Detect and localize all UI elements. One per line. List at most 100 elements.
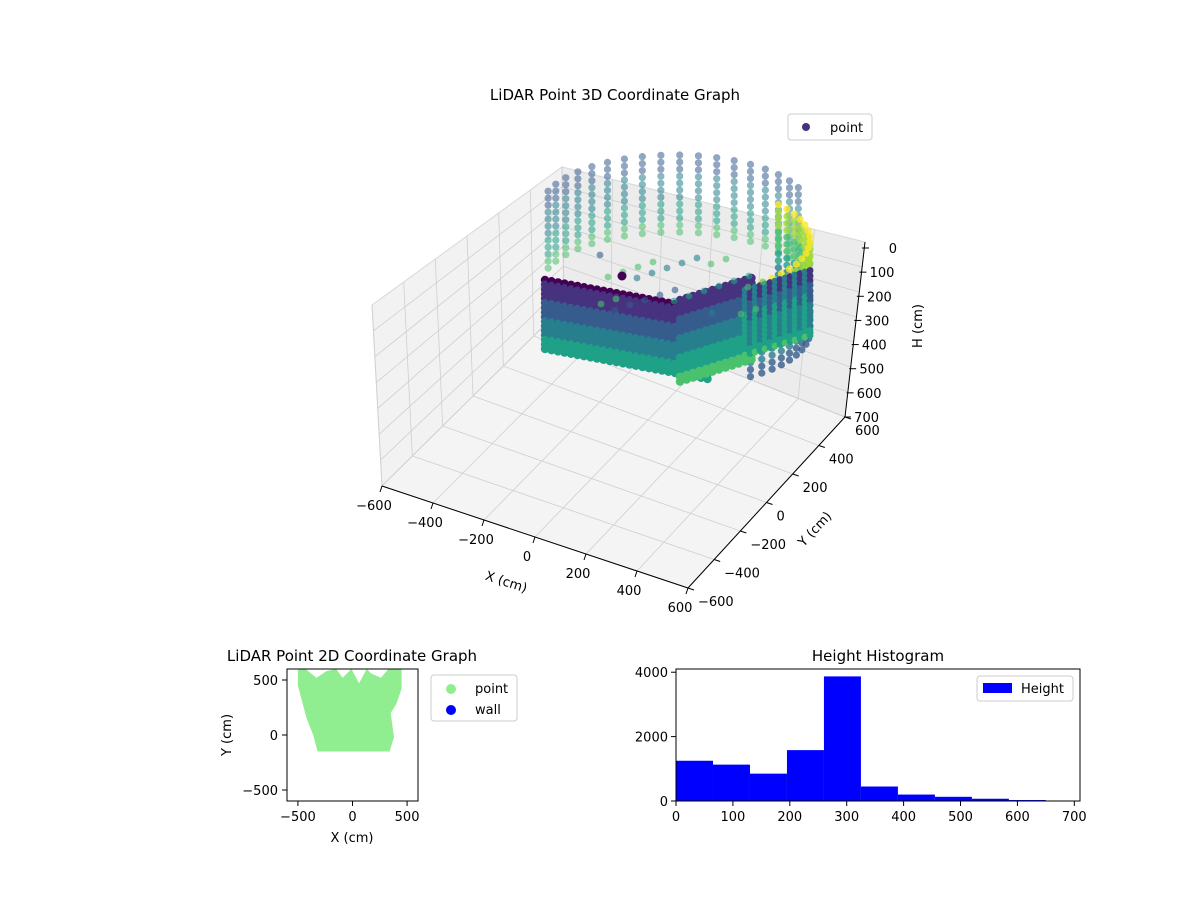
- point-marker: [562, 230, 570, 238]
- point-marker: [746, 195, 755, 204]
- point-marker: [746, 167, 755, 176]
- point-marker: [603, 200, 612, 208]
- point-marker: [783, 219, 791, 227]
- point-marker: [761, 186, 769, 194]
- point-marker: [638, 209, 646, 217]
- grid-line: [529, 189, 535, 337]
- x-tick-label: 0: [523, 550, 531, 565]
- point-marker: [761, 172, 769, 180]
- legend-2d-wall-label: wall: [475, 703, 501, 718]
- point-marker: [806, 238, 814, 246]
- point-marker: [745, 272, 753, 280]
- point-marker: [603, 179, 612, 187]
- histogram-bar: [823, 676, 861, 801]
- point-marker: [657, 200, 665, 208]
- point-marker: [562, 251, 570, 259]
- x-tick: [430, 502, 434, 510]
- point-marker: [806, 287, 814, 294]
- y-tick-label: 2000: [635, 731, 668, 746]
- point-marker: [794, 205, 802, 213]
- z-axis-label-3d: H (cm): [911, 304, 926, 348]
- point-marker: [617, 271, 627, 281]
- x-tick-label: −500: [280, 810, 316, 825]
- point-marker: [603, 228, 612, 236]
- point-marker: [676, 221, 684, 229]
- point-marker: [761, 221, 769, 229]
- point-marker: [730, 177, 738, 186]
- x-tick-label: 200: [777, 810, 802, 825]
- point-marker: [790, 238, 798, 246]
- point-marker: [713, 154, 721, 162]
- point-marker: [790, 217, 798, 225]
- point-marker: [774, 171, 783, 179]
- point-marker: [562, 237, 570, 245]
- point-marker: [574, 196, 582, 204]
- y-tick-label: −200: [750, 538, 786, 553]
- point-marker: [806, 307, 814, 314]
- point-marker: [727, 361, 737, 370]
- point-marker: [790, 231, 798, 239]
- point-marker: [759, 278, 767, 286]
- point-marker: [806, 272, 814, 279]
- histogram-frame: [675, 668, 1081, 802]
- y-tick: [740, 530, 747, 534]
- point-marker: [713, 231, 721, 239]
- point-marker: [806, 267, 814, 274]
- x-tick-label: 400: [617, 584, 642, 599]
- point-marker: [713, 196, 721, 204]
- point-marker: [746, 365, 755, 374]
- z-tick-label: 400: [862, 339, 887, 354]
- plot-3d-title: LiDAR Point 3D Coordinate Graph: [490, 86, 740, 104]
- point-marker: [721, 363, 730, 372]
- x-tick: [379, 485, 383, 493]
- point-marker: [694, 173, 703, 181]
- point-marker: [774, 243, 783, 251]
- point-marker: [806, 292, 814, 299]
- point-marker: [730, 184, 738, 193]
- point-marker: [746, 202, 755, 211]
- y-tick-label: −600: [698, 595, 734, 610]
- point-marker: [730, 277, 738, 285]
- point-marker: [588, 163, 596, 171]
- point-marker: [783, 212, 791, 220]
- point-marker: [806, 317, 814, 324]
- point-marker: [604, 273, 612, 281]
- y-tick-label: 600: [855, 424, 880, 439]
- point-marker: [675, 377, 685, 386]
- histogram-bar: [860, 786, 898, 801]
- point-marker: [552, 201, 560, 209]
- histogram-bar: [934, 796, 972, 801]
- point-marker: [588, 170, 596, 178]
- z-tick-label: 0: [889, 242, 897, 257]
- point-marker: [574, 189, 582, 197]
- x-tick-label: 600: [668, 601, 693, 616]
- point-marker: [657, 214, 665, 222]
- point-marker: [574, 245, 582, 253]
- z-axis-line: [844, 241, 866, 418]
- point-marker: [592, 354, 602, 363]
- point-marker: [620, 169, 629, 177]
- point-marker: [798, 255, 806, 263]
- legend-histogram-frame: [976, 675, 1074, 702]
- point-marker: [603, 158, 612, 166]
- x-tick-label: 300: [834, 810, 859, 825]
- point-marker: [694, 194, 703, 202]
- y-tick-label: 0: [270, 729, 278, 744]
- point-marker: [620, 204, 629, 212]
- point-marker: [794, 184, 802, 192]
- point-marker: [713, 210, 721, 218]
- x-tick: [583, 553, 587, 561]
- point-marker: [806, 312, 814, 319]
- point-marker: [603, 172, 612, 180]
- point-marker: [599, 355, 608, 364]
- point-marker: [657, 165, 665, 173]
- point-marker: [746, 237, 755, 246]
- x-tick-label: 500: [395, 810, 420, 825]
- point-marker: [801, 221, 809, 229]
- point-marker: [663, 264, 671, 272]
- point-marker: [574, 231, 582, 239]
- point-marker: [552, 222, 560, 230]
- x-tick-label: −400: [407, 516, 443, 531]
- point-marker: [638, 195, 646, 203]
- point-marker: [603, 207, 612, 215]
